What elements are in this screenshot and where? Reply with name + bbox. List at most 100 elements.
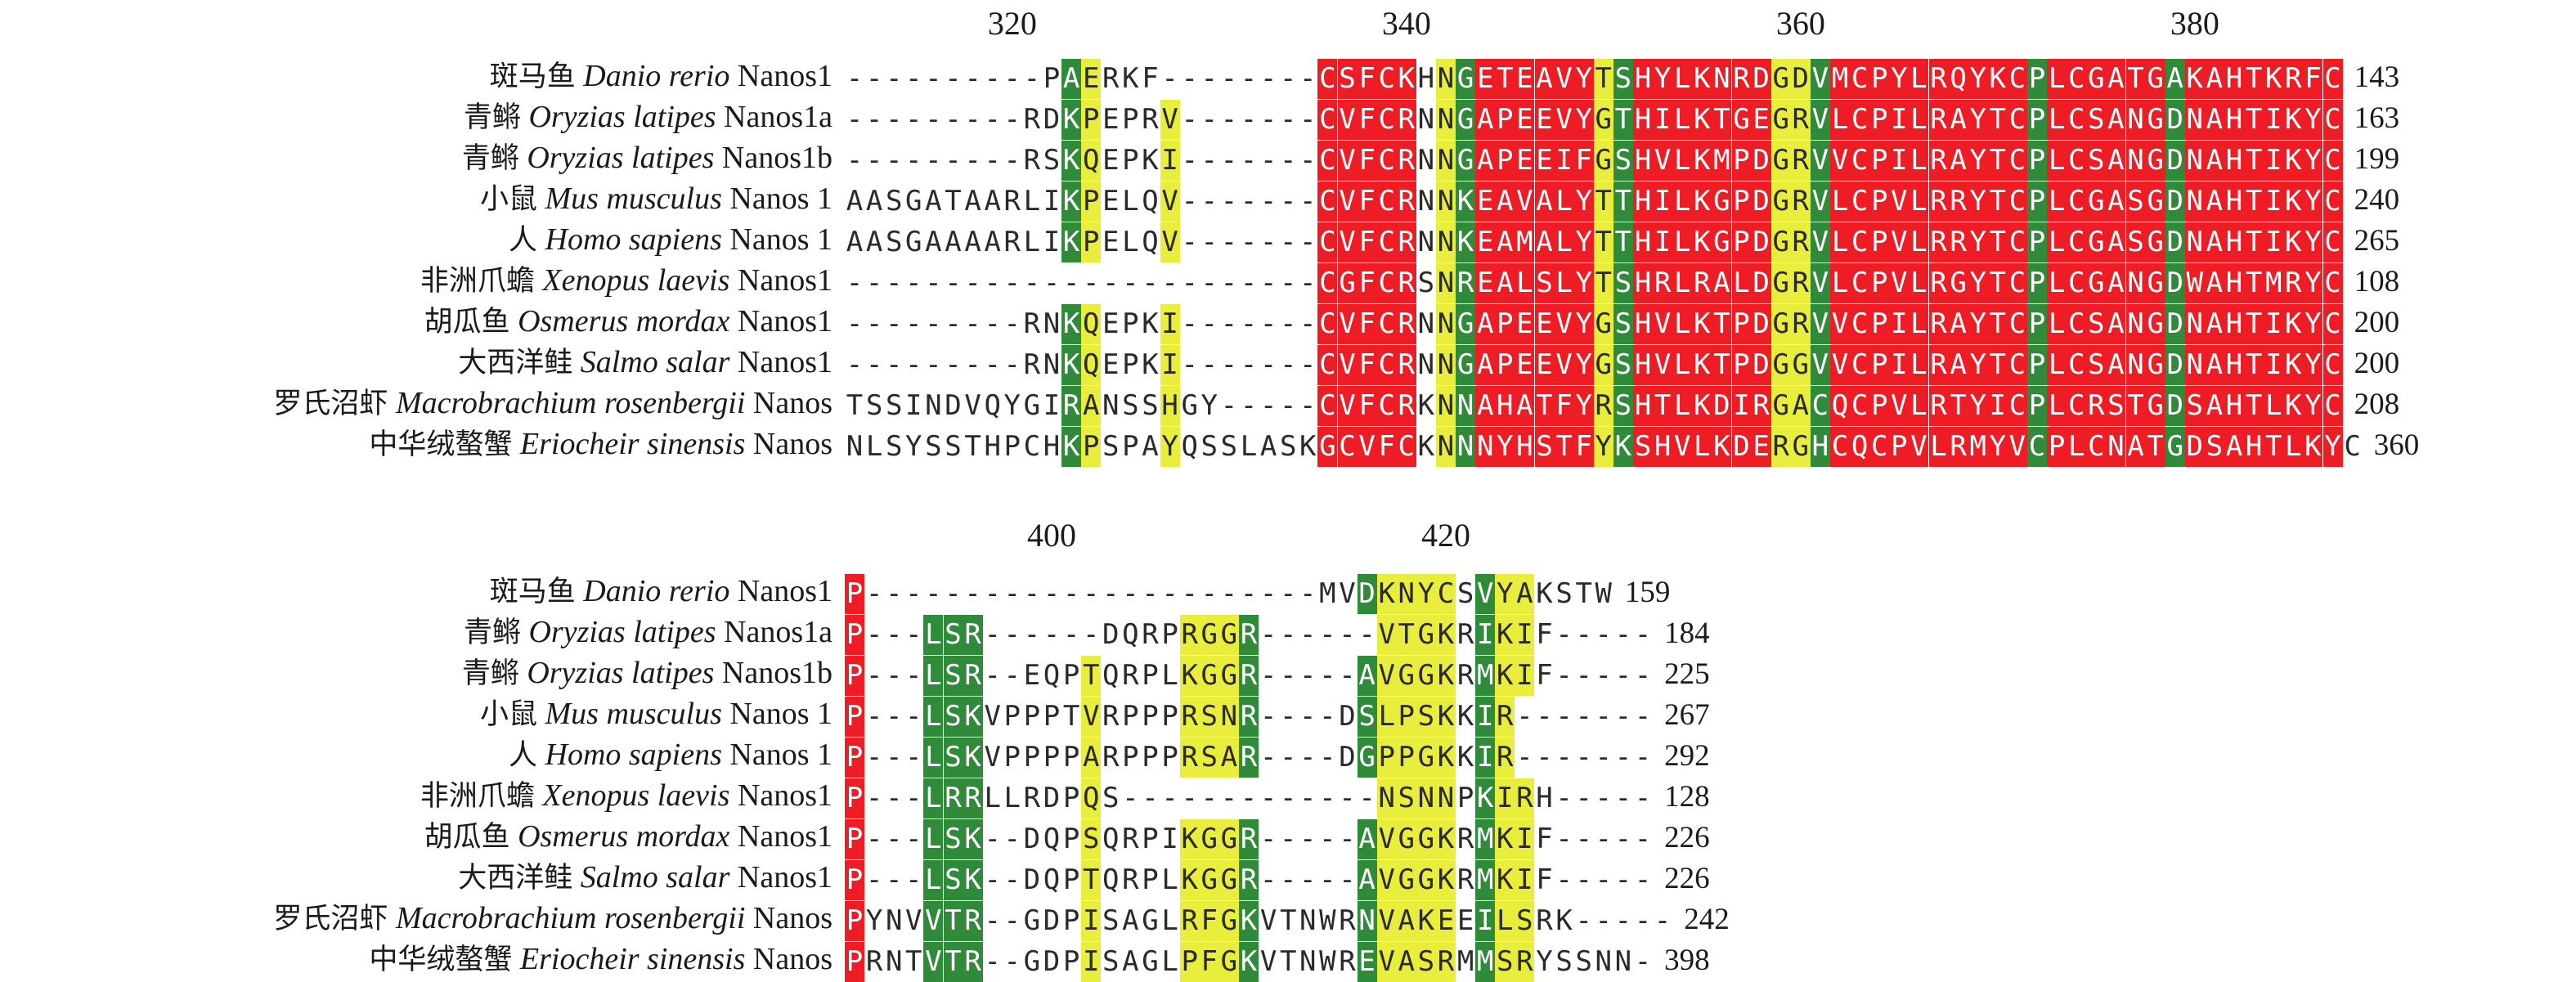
residue: - xyxy=(905,307,922,340)
residue: D xyxy=(1043,904,1061,937)
residue: M xyxy=(1475,656,1496,696)
residue: R xyxy=(1515,778,1535,818)
residue: F xyxy=(1573,141,1594,181)
end-position-number: 265 xyxy=(2354,224,2400,258)
species-name: Eriocheir sinensis xyxy=(519,942,746,976)
residue: R xyxy=(1928,263,1949,303)
residue: R xyxy=(1948,182,1968,222)
residue: C xyxy=(1317,263,1338,303)
residue: - xyxy=(1161,267,1178,299)
residue: P xyxy=(2027,141,2047,181)
residue: K xyxy=(1061,427,1082,467)
residue: - xyxy=(1259,863,1277,896)
residue: W xyxy=(1319,904,1336,937)
residue: H xyxy=(1810,427,1830,467)
residue: R xyxy=(1928,141,1949,181)
residue: - xyxy=(1614,659,1632,692)
residue: N xyxy=(1436,100,1456,140)
residue: - xyxy=(984,267,1001,299)
gene-name: Nanos1 xyxy=(737,263,832,298)
residue: S xyxy=(1200,430,1218,463)
residue: Y xyxy=(1160,427,1180,467)
residue: V xyxy=(1081,697,1102,737)
residue: Y xyxy=(1573,263,1594,303)
residue: P xyxy=(1889,427,1910,467)
residue: H xyxy=(1653,427,1673,467)
residue: - xyxy=(1319,700,1336,733)
residue: E xyxy=(1515,141,1535,181)
residue: - xyxy=(1299,62,1317,95)
residue: V xyxy=(1810,263,1830,303)
residue: - xyxy=(1339,618,1356,651)
residue: - xyxy=(1003,945,1021,978)
residue: R xyxy=(1751,386,1771,426)
residue: H xyxy=(1160,386,1180,426)
residue: C xyxy=(2322,222,2343,262)
residue: - xyxy=(984,144,1001,177)
species-name: Osmerus mordax xyxy=(518,304,730,339)
residue: E xyxy=(1475,263,1496,303)
residue: - xyxy=(1595,863,1613,896)
residue: R xyxy=(1515,942,1535,982)
residue: - xyxy=(865,62,883,95)
residue: R xyxy=(963,615,983,655)
residue: L xyxy=(1023,226,1041,258)
residue: H xyxy=(1515,427,1535,467)
residue: Y xyxy=(2322,427,2343,467)
residue: R xyxy=(1023,307,1041,340)
end-position-number: 242 xyxy=(1684,903,1730,936)
residue: G xyxy=(1593,100,1613,140)
residue: F xyxy=(1573,427,1594,467)
residue: P xyxy=(1081,100,1102,140)
residue: L xyxy=(1909,182,1929,222)
residue: R xyxy=(1928,59,1949,99)
residue: - xyxy=(885,103,903,136)
residue: R xyxy=(1239,656,1259,696)
residue: Q xyxy=(1043,659,1061,692)
residue: M xyxy=(1515,222,1535,262)
residue: - xyxy=(1555,741,1573,773)
residue: G xyxy=(1770,386,1791,426)
residue: C xyxy=(1376,141,1397,181)
residue: G xyxy=(1023,945,1041,978)
position-tick: 340 xyxy=(1381,5,1431,42)
residue: S xyxy=(2204,427,2224,467)
residue: - xyxy=(1259,185,1277,217)
residue: A xyxy=(2224,427,2244,467)
residue: Q xyxy=(984,389,1001,422)
residue: N xyxy=(1396,574,1416,614)
residue: Y xyxy=(1573,304,1594,344)
residue: K xyxy=(1417,389,1435,422)
residue: F xyxy=(1142,62,1159,95)
residue: - xyxy=(846,62,864,95)
residue: S xyxy=(885,185,903,217)
residue: A xyxy=(2204,386,2224,426)
gene-name: Nanos1 xyxy=(737,860,832,895)
residue: C xyxy=(1436,574,1456,614)
residue: C xyxy=(2067,100,2087,140)
residue: A xyxy=(1495,263,1515,303)
residue: - xyxy=(1614,700,1632,733)
residue: C xyxy=(1376,263,1397,303)
residue: C xyxy=(2344,430,2361,463)
residue: L xyxy=(1672,100,1693,140)
residue: T xyxy=(2125,386,2146,426)
residue: K xyxy=(1987,59,2008,99)
residue: G xyxy=(1396,819,1416,859)
chinese-name: 胡瓜鱼 xyxy=(424,821,510,854)
residue: A xyxy=(1259,430,1277,463)
residue: L xyxy=(923,615,944,655)
residue: - xyxy=(1102,267,1120,299)
residue: S xyxy=(943,697,963,737)
residue: K xyxy=(1456,182,1476,222)
residue: L xyxy=(1672,141,1693,181)
residue: G xyxy=(2145,386,2165,426)
residue: D xyxy=(1751,141,1771,181)
residue: - xyxy=(1043,618,1061,651)
residue: - xyxy=(1259,823,1277,855)
residue: R xyxy=(1692,263,1712,303)
residue: R xyxy=(1396,141,1416,181)
residue: K xyxy=(1061,100,1082,140)
residue: S xyxy=(1199,697,1219,737)
residue: I xyxy=(1731,386,1752,426)
